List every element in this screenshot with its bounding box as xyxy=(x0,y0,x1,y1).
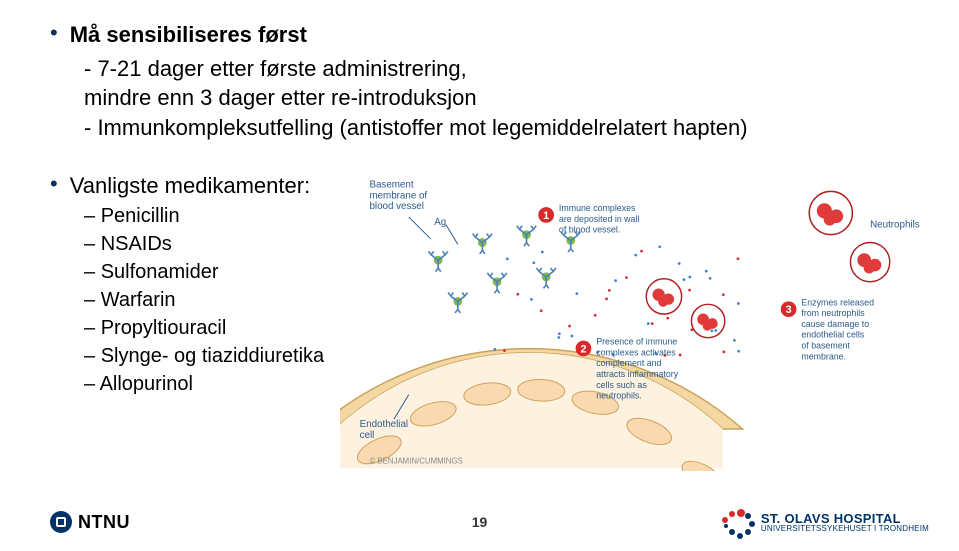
svg-text:neutrophils.: neutrophils. xyxy=(596,390,642,400)
immune-complex-diagram: Basementmembrane ofblood vessel Ag Endothe… xyxy=(340,171,929,471)
svg-text:Endothelial: Endothelial xyxy=(360,419,408,430)
slide-content: • Må sensibiliseres først - 7-21 dager e… xyxy=(0,0,959,471)
slide-footer: NTNU 19 ST. OLAVS HOSPITAL UNIVERSITETSS… xyxy=(0,503,959,541)
page-number: 19 xyxy=(472,514,488,530)
svg-text:cause damage to: cause damage to xyxy=(801,319,869,329)
svg-text:blood vessel: blood vessel xyxy=(369,201,423,212)
svg-text:Neutrophils: Neutrophils xyxy=(870,219,920,230)
svg-text:© BENJAMIN/CUMMINGS: © BENJAMIN/CUMMINGS xyxy=(369,456,462,465)
stolav-dots-icon xyxy=(719,507,753,537)
medication-item: Allopurinol xyxy=(84,370,340,398)
stolav-logo: ST. OLAVS HOSPITAL UNIVERSITETSSYKEHUSET… xyxy=(719,507,929,537)
svg-text:endothelial cells: endothelial cells xyxy=(801,329,864,339)
svg-text:are deposited in wall: are deposited in wall xyxy=(559,214,640,224)
medication-item: Warfarin xyxy=(84,286,340,314)
svg-text:Ag: Ag xyxy=(434,217,446,228)
svg-text:complexes activates: complexes activates xyxy=(596,347,676,357)
svg-text:of blood vessel.: of blood vessel. xyxy=(559,224,620,234)
svg-text:Enzymes released: Enzymes released xyxy=(801,297,874,307)
svg-text:attracts inflammatory: attracts inflammatory xyxy=(596,369,679,379)
stolav-main: ST. OLAVS HOSPITAL xyxy=(761,512,929,525)
svg-text:Presence of immune: Presence of immune xyxy=(596,336,677,346)
medication-item: Penicillin xyxy=(84,202,340,230)
medication-list: PenicillinNSAIDsSulfonamiderWarfarinProp… xyxy=(84,202,340,398)
medications-block: • Vanligste medikamenter: PenicillinNSAI… xyxy=(50,171,340,471)
medication-item: Sulfonamider xyxy=(84,258,340,286)
subline: mindre enn 3 dager etter re-introduksjon xyxy=(84,83,929,113)
svg-text:1: 1 xyxy=(543,210,549,222)
svg-text:cells such as: cells such as xyxy=(596,380,647,390)
medication-item: Propyltiouracil xyxy=(84,314,340,342)
medication-item: NSAIDs xyxy=(84,230,340,258)
stolav-sub: UNIVERSITETSSYKEHUSET I TRONDHEIM xyxy=(761,525,929,533)
svg-text:Basement: Basement xyxy=(369,179,413,190)
subline: - Immunkompleksutfelling (antistoffer mo… xyxy=(84,113,929,143)
subline: - 7-21 dager etter første administrering… xyxy=(84,54,929,84)
svg-text:2: 2 xyxy=(580,343,586,355)
svg-text:3: 3 xyxy=(786,304,792,316)
bullet-icon: • xyxy=(50,171,58,197)
ntnu-logo: NTNU xyxy=(50,511,130,533)
svg-text:complement and: complement and xyxy=(596,358,661,368)
medication-item: Slynge- og tiaziddiuretika xyxy=(84,342,340,370)
svg-text:membrane of: membrane of xyxy=(369,190,427,201)
bullet-title: Må sensibiliseres først xyxy=(70,20,307,50)
svg-text:membrane.: membrane. xyxy=(801,351,846,361)
svg-text:cell: cell xyxy=(360,430,375,441)
ntnu-text: NTNU xyxy=(78,512,130,533)
med-header: Vanligste medikamenter: xyxy=(70,171,311,201)
ntnu-mark-icon xyxy=(50,511,72,533)
svg-text:from neutrophils: from neutrophils xyxy=(801,308,865,318)
svg-text:of basement: of basement xyxy=(801,340,850,350)
svg-text:Immune complexes: Immune complexes xyxy=(559,203,636,213)
bullet-icon: • xyxy=(50,20,58,46)
main-bullet: • Må sensibiliseres først - 7-21 dager e… xyxy=(50,20,929,143)
bullet-sublines: - 7-21 dager etter første administrering… xyxy=(84,54,929,143)
